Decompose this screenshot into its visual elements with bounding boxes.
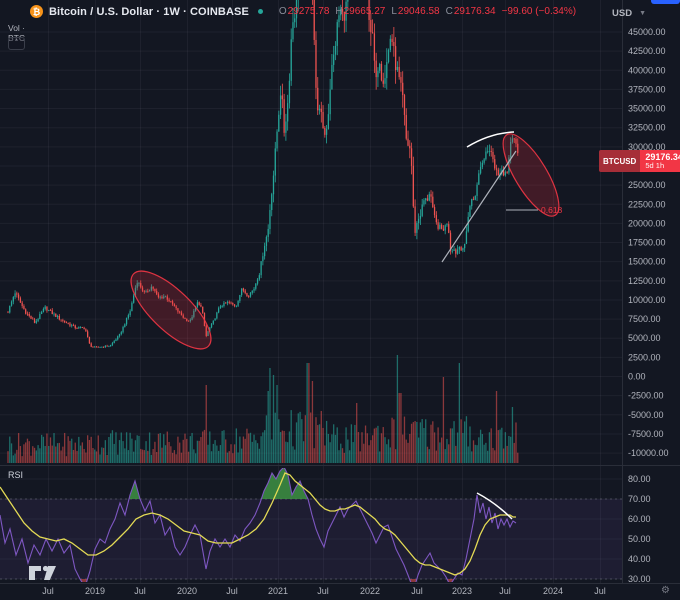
chevron-up-icon: ⌃: [13, 39, 20, 46]
pane-separators[interactable]: [0, 0, 680, 584]
market-status-dot-icon[interactable]: [257, 9, 263, 14]
time-scale[interactable]: Jul 2019 Jul 2020 Jul 2021 Jul 2022 Jul 2023 Jul 20…: [42, 586, 606, 596]
time-axis-label: Jul: [134, 586, 146, 596]
time-axis-label: 2024: [543, 586, 563, 596]
price-axis-label: -2500.00: [628, 391, 664, 401]
open-label: O: [278, 6, 287, 17]
time-axis-label: Jul: [499, 586, 511, 596]
symbol-title: Bitcoin / U.S. Dollar · 1W · COINBASE: [49, 5, 249, 18]
last-price-value: 29176.34: [645, 152, 680, 162]
rsi-pane-label[interactable]: RSI: [8, 470, 24, 480]
price-axis-label: 5000.00: [628, 333, 661, 343]
rsi-axis-label: 80.00: [628, 474, 651, 484]
price-axis-label: 40000.00: [628, 65, 666, 75]
rsi-axis-label: 50.00: [628, 534, 651, 544]
low-value: 29046.58: [397, 6, 440, 17]
time-axis-label: Jul: [42, 586, 54, 596]
rsi-trendline-drawing[interactable]: [476, 492, 513, 520]
volume-bars: [7, 355, 519, 463]
time-axis-label: Jul: [411, 586, 423, 596]
legend-collapse-button[interactable]: ⌃: [8, 37, 25, 50]
bar-countdown: 5d 1h: [645, 161, 665, 170]
currency-selector[interactable]: USD ▼: [612, 8, 646, 19]
price-axis-label: 25000.00: [628, 180, 666, 190]
last-price-symbol: BTCUSD: [599, 150, 641, 172]
rsi-axis-label: 40.00: [628, 554, 651, 564]
chevron-down-icon: ▼: [639, 10, 646, 17]
scale-settings-gear-icon[interactable]: ⚙: [661, 585, 670, 596]
price-axis-label: -5000.00: [628, 410, 664, 420]
price-axis-label: 0.00: [628, 372, 646, 382]
time-axis-label: 2020: [177, 586, 197, 596]
last-price-label[interactable]: BTCUSD 29176.34 5d 1h: [599, 150, 680, 172]
price-axis-label: 37500.00: [628, 84, 666, 94]
price-axis-label: 22500.00: [628, 199, 666, 209]
low-label: L: [391, 6, 397, 17]
close-value: 29176.34: [453, 6, 496, 17]
time-axis-label: Jul: [226, 586, 238, 596]
price-axis-label: 20000.00: [628, 218, 666, 228]
close-label: C: [445, 6, 453, 17]
high-label: H: [335, 6, 343, 17]
price-axis-label: 2500.00: [628, 352, 661, 362]
price-axis-label: 35000.00: [628, 104, 666, 114]
price-axis-label: 17500.00: [628, 238, 666, 248]
open-value: 29275.78: [287, 6, 330, 17]
bitcoin-logo-icon: ₿: [30, 5, 43, 18]
trendline-drawing[interactable]: [441, 150, 517, 263]
price-axis-label: 12500.00: [628, 276, 666, 286]
user-drawings[interactable]: 0.618: [120, 126, 569, 520]
rsi-plot: [0, 468, 517, 582]
fib-level-label: 0.618: [541, 205, 563, 215]
price-change: −99.60 (−0.34%): [501, 6, 577, 17]
time-axis-label: 2021: [268, 586, 288, 596]
price-axis-label: -10000.00: [628, 448, 669, 458]
time-axis-label: Jul: [594, 586, 606, 596]
price-axis-label: 15000.00: [628, 257, 666, 267]
price-axis-label: 42500.00: [628, 46, 666, 56]
time-axis-label: 2019: [85, 586, 105, 596]
price-axis-label: 30000.00: [628, 142, 666, 152]
price-axis-label: 7500.00: [628, 314, 661, 324]
currency-label: USD: [612, 8, 633, 19]
tradingview-logo[interactable]: [28, 565, 62, 581]
time-axis-label: 2022: [360, 586, 380, 596]
price-scale[interactable]: 45000.00 42500.00 40000.00 37500.00 35000.00…: [628, 27, 669, 584]
volume-indicator-label[interactable]: Vol · BTC: [8, 23, 26, 43]
rsi-axis-label: 30.00: [628, 574, 651, 584]
ellipse-drawing-1[interactable]: [120, 259, 223, 360]
symbol-legend-row[interactable]: ₿ Bitcoin / U.S. Dollar · 1W · COINBASE …: [30, 5, 576, 18]
ellipse-drawing-2[interactable]: [493, 126, 569, 223]
price-axis-label: 10000.00: [628, 295, 666, 305]
time-axis-label: Jul: [317, 586, 329, 596]
cropped-blue-button[interactable]: [651, 0, 680, 4]
high-value: 29665.27: [343, 6, 386, 17]
price-axis-label: 32500.00: [628, 123, 666, 133]
price-axis-label: -7500.00: [628, 429, 664, 439]
time-axis-label: 2023: [452, 586, 472, 596]
ohlc-values: O 29275.78 H 29665.27 L 29046.58 C 29176.34: [273, 6, 496, 17]
arc-drawing[interactable]: [466, 131, 515, 148]
price-axis-label: 45000.00: [628, 27, 666, 37]
rsi-axis-label: 60.00: [628, 514, 651, 524]
rsi-axis-label: 70.00: [628, 494, 651, 504]
candlesticks: [7, 0, 519, 349]
